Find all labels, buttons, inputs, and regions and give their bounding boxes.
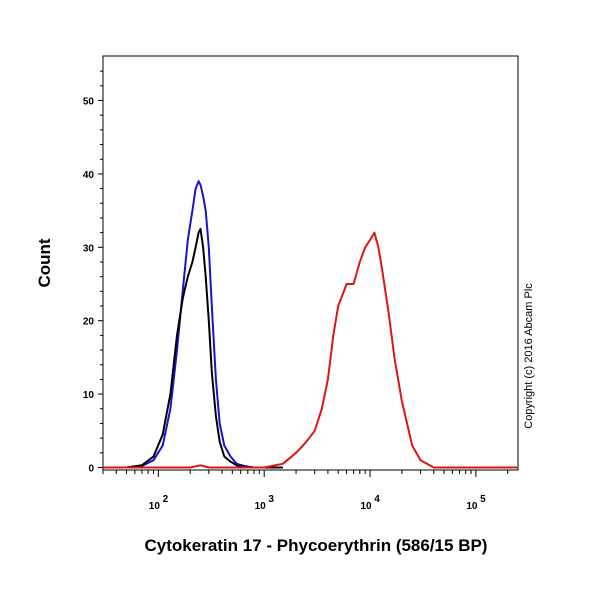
x-tick-exponent: 4 <box>374 494 380 505</box>
y-tick-label: 30 <box>83 243 95 254</box>
y-axis: 0 10 20 30 40 50 <box>83 70 103 475</box>
y-tick-label: 40 <box>83 170 95 181</box>
y-tick-label: 10 <box>83 390 95 401</box>
y-tick-label: 50 <box>83 97 95 108</box>
x-tick-exponent: 3 <box>268 494 274 505</box>
y-tick-label: 0 <box>88 464 94 475</box>
x-tick-label: 10 <box>255 501 267 512</box>
y-tick-label: 20 <box>83 317 95 328</box>
y-axis-title: Count <box>35 238 54 287</box>
x-tick-exponent: 5 <box>480 494 486 505</box>
x-tick-label: 10 <box>466 501 478 512</box>
copyright-notice: Copyright (c) 2016 Abcam Plc <box>523 283 535 429</box>
x-tick-exponent: 2 <box>163 494 169 505</box>
x-tick-label: 10 <box>360 501 372 512</box>
plot-frame <box>102 55 519 471</box>
x-axis-title: Cytokeratin 17 - Phycoerythrin (586/15 B… <box>145 536 488 555</box>
series-line-2 <box>126 227 283 469</box>
series-line-3 <box>103 231 518 469</box>
series-line-1 <box>126 180 283 469</box>
series-layer <box>103 180 518 469</box>
x-tick-label: 10 <box>149 501 161 512</box>
